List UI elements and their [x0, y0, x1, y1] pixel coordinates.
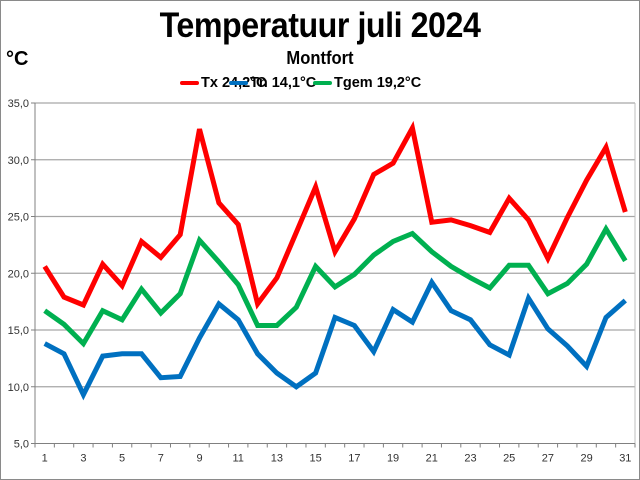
y-tick-labels: 35,0 30,0 25,0 20,0 15,0 10,0 5,0 — [8, 98, 29, 451]
x-tick-label: 13 — [271, 453, 283, 465]
legend-label-tn: Tn 14,1°C — [250, 75, 317, 91]
x-tick-label: 21 — [426, 453, 438, 465]
x-tick-label: 27 — [542, 453, 554, 465]
y-tick-label: 10,0 — [8, 382, 29, 394]
y-tick-label: 25,0 — [8, 212, 29, 224]
legend-item-tn: Tn 14,1°C — [229, 75, 316, 91]
y-tick-label: 20,0 — [8, 268, 29, 280]
chart-title: Temperatuur juli 2024 — [159, 6, 481, 45]
x-tick-label: 1 — [42, 453, 48, 465]
y-tick-label: 35,0 — [8, 98, 29, 110]
series-line-tgem — [43, 224, 628, 348]
series-lines — [42, 120, 628, 401]
x-tick-labels: 1 3 5 7 9 11 13 15 17 19 21 23 25 27 29 31 — [42, 453, 632, 465]
x-tick-label: 19 — [387, 453, 399, 465]
x-tick-label: 7 — [158, 453, 164, 465]
y-tick-label: 30,0 — [8, 155, 29, 167]
legend-swatch-tgem — [313, 81, 332, 85]
legend-swatch-tn — [229, 81, 248, 85]
x-tick-label: 29 — [580, 453, 592, 465]
x-tick-label: 17 — [348, 453, 360, 465]
x-tick-label: 15 — [310, 453, 322, 465]
chart-subtitle: Montfort — [286, 48, 354, 68]
series-line-tn — [43, 277, 627, 401]
series-line-tx — [42, 120, 628, 310]
y-tick-label: 5,0 — [14, 439, 29, 451]
axes — [31, 102, 636, 448]
x-tick-label: 25 — [503, 453, 515, 465]
x-tick-label: 11 — [233, 453, 244, 465]
x-tick-label: 5 — [119, 453, 125, 465]
legend-label-tgem: Tgem 19,2°C — [334, 75, 422, 91]
legend-swatch-tx — [180, 81, 199, 85]
y-axis-unit-label: °C — [6, 48, 29, 70]
x-tick-label: 31 — [619, 453, 631, 465]
legend: Tx 24,2°C Tn 14,1°C Tgem 19,2°C — [0, 75, 640, 95]
x-tick-label: 3 — [80, 453, 86, 465]
legend-item-tgem: Tgem 19,2°C — [313, 75, 421, 91]
x-tick-label: 23 — [464, 453, 476, 465]
x-tick-label: 9 — [196, 453, 202, 465]
y-tick-label: 15,0 — [8, 325, 29, 337]
